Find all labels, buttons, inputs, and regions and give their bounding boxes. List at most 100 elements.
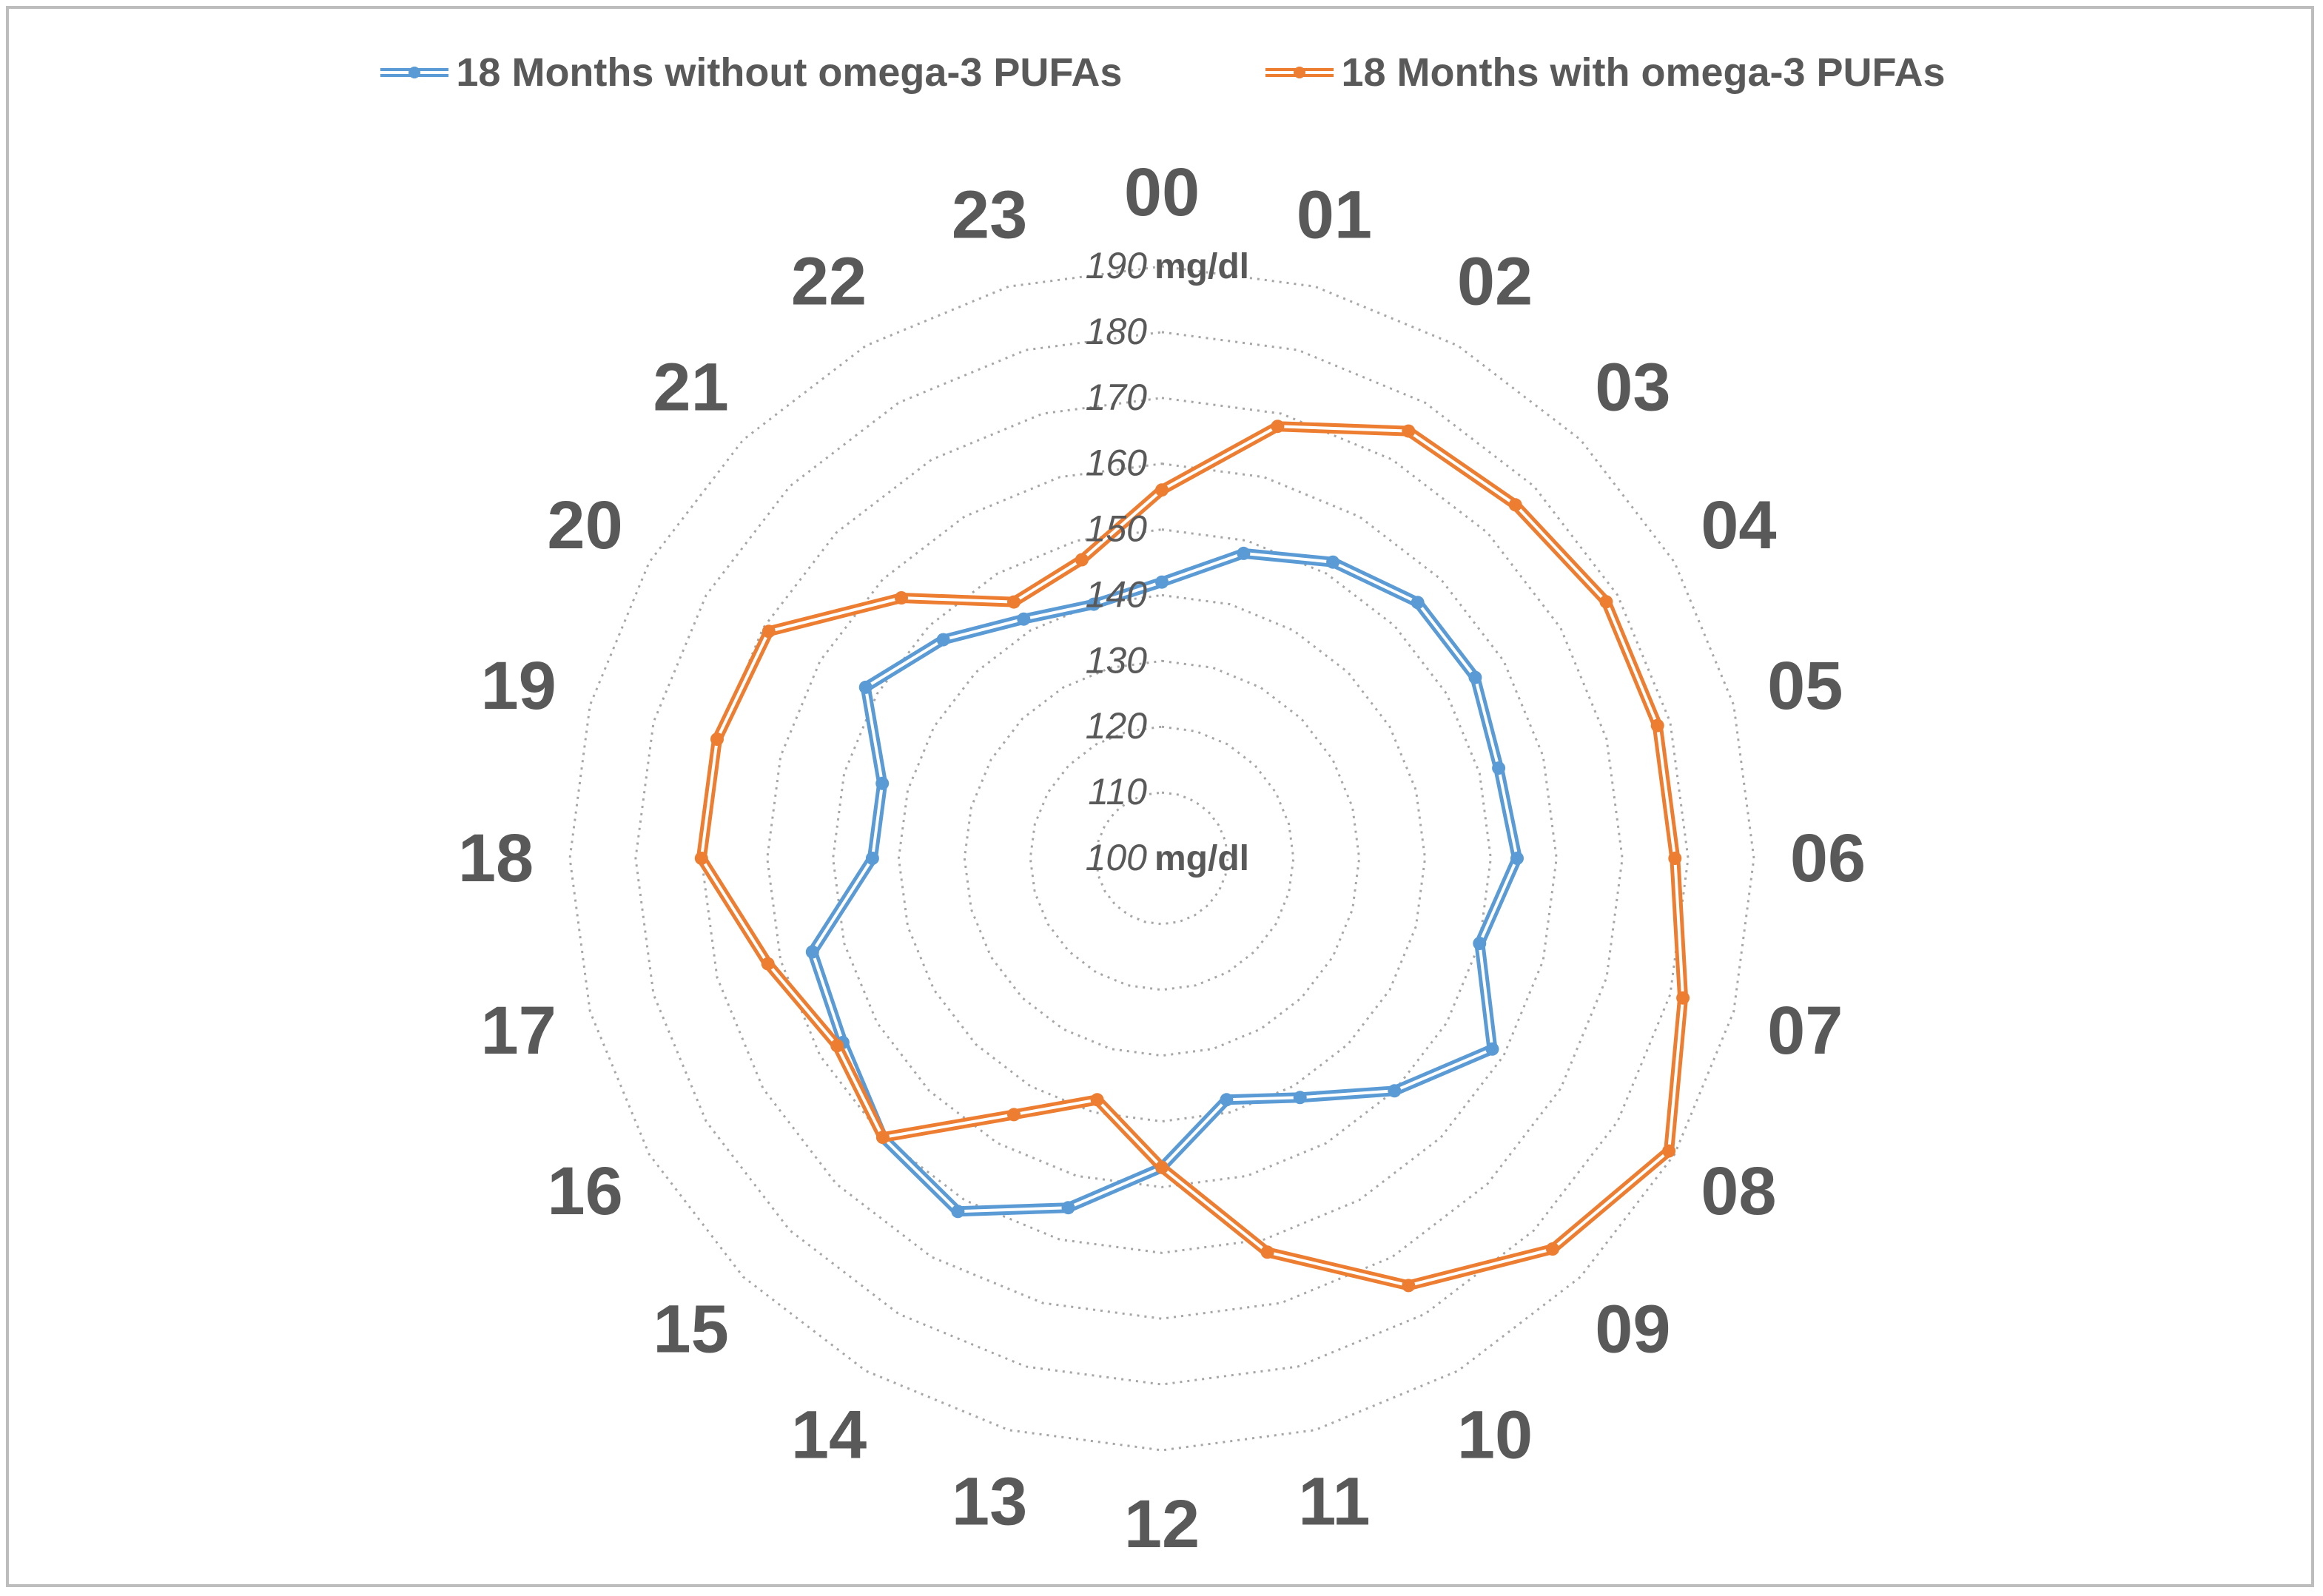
grid-ring-130 [963,659,1361,1057]
hour-label-16: 16 [547,1154,622,1229]
series-0-point-04 [1468,670,1482,684]
hour-label-22: 22 [791,244,867,320]
series-0-point-11 [1220,1093,1234,1107]
series-1-point-08 [1662,1144,1676,1158]
series-1-point-10 [1402,1279,1416,1293]
hour-label-02: 02 [1457,244,1533,320]
series-1-point-20 [762,624,776,639]
series-0-point-21 [936,633,950,647]
series-1-point-22 [1007,595,1021,609]
hour-label-23: 23 [952,178,1027,253]
series-0-point-09 [1388,1084,1402,1098]
series-1-point-00 [1155,483,1169,497]
legend-entry-without: 18 Months without omega-3 PUFAs [377,50,1122,95]
series-1-point-14 [1007,1108,1021,1122]
unit-label-100: mg/dl [1154,839,1249,878]
series-1-point-21 [895,591,908,605]
series-0-point-00 [1155,575,1169,589]
series-0-point-06 [1510,852,1524,865]
tick-label-130: 130 [1086,639,1148,681]
hour-label-04: 04 [1701,488,1776,563]
series-1-point-09 [1546,1242,1559,1256]
hour-label-20: 20 [547,488,622,563]
legend-entry-with: 18 Months with omega-3 PUFAs [1263,50,1946,95]
series-1-point-02 [1402,424,1416,438]
grid-ring-110 [1095,791,1229,926]
series-0-point-08 [1485,1042,1499,1056]
hour-label-10: 10 [1457,1397,1533,1472]
series-0-point-10 [1293,1091,1307,1105]
series-1-point-13 [1090,1093,1104,1107]
series-1-point-23 [1075,553,1089,567]
grid-ring-160 [766,462,1558,1254]
series-1-point-03 [1508,498,1522,512]
series-0-point-22 [1017,612,1031,626]
legend-label-without: 18 Months without omega-3 PUFAs [456,50,1123,95]
series-0-point-17 [805,945,819,959]
series-0-point-19 [875,776,890,790]
tick-label-170: 170 [1086,377,1148,418]
tick-label-140: 140 [1086,573,1148,615]
hour-label-05: 05 [1767,648,1843,724]
series-1-point-15 [875,1131,890,1145]
series-0-point-23 [1087,597,1100,611]
series-1-point-06 [1668,852,1682,865]
hour-label-09: 09 [1595,1291,1670,1367]
series-1-point-19 [710,733,724,746]
hour-label-15: 15 [653,1291,728,1367]
legend-label-with: 18 Months with omega-3 PUFAs [1341,50,1946,95]
hour-label-14: 14 [791,1397,867,1472]
hour-label-12: 12 [1124,1486,1200,1562]
series-0-point-07 [1473,937,1487,950]
hour-label-13: 13 [952,1464,1027,1539]
hour-label-17: 17 [481,993,557,1068]
series-0-point-18 [865,852,879,865]
series-0-point-14 [951,1205,965,1219]
tick-label-120: 120 [1086,705,1148,747]
grid-ring-180 [634,331,1690,1386]
series-0-point-20 [858,680,873,694]
radar-grid [568,265,1755,1452]
series-1-point-12 [1155,1160,1169,1174]
unit-label-190: mg/dl [1154,247,1249,286]
series-1-point-01 [1271,420,1285,434]
hour-labels: 00 01 02 03 04 05 06 07 08 09 10 11 12 13 14 15 16 17 18 19… [458,155,1866,1562]
series-0-point-03 [1411,596,1425,610]
series-1-point-05 [1650,718,1664,733]
tick-label-100: 100 [1086,837,1148,878]
tick-label-160: 160 [1086,442,1148,484]
series-layer [694,420,1690,1293]
series-1-point-11 [1260,1245,1274,1259]
grid-ring-140 [897,593,1427,1123]
series-line-0 [807,548,1522,1217]
hour-label-07: 07 [1767,993,1843,1068]
series-1-point-16 [830,1039,844,1053]
series-1-point-18 [694,852,708,865]
series-0-point-02 [1326,555,1340,569]
hour-label-01: 01 [1297,178,1372,253]
legend-swatch-without [380,67,449,78]
hour-label-06: 06 [1790,821,1866,896]
series-1-point-04 [1599,595,1613,609]
hour-label-03: 03 [1595,350,1670,425]
tick-label-150: 150 [1086,508,1148,550]
tick-label-110: 110 [1088,771,1147,812]
legend-swatch-with [1265,67,1334,78]
legend: 18 Months without omega-3 PUFAs 18 Month… [0,43,2323,102]
hour-label-21: 21 [653,350,728,425]
hour-label-00: 00 [1124,155,1200,230]
series-0-point-01 [1237,546,1251,560]
hour-label-19: 19 [481,648,557,724]
hour-label-11: 11 [1298,1464,1370,1539]
hour-label-18: 18 [458,821,534,896]
hour-label-08: 08 [1701,1154,1776,1229]
series-1-point-07 [1676,991,1690,1005]
series-0-point-05 [1492,761,1506,775]
tick-label-190: 190 [1086,245,1148,286]
tick-label-180: 180 [1086,311,1148,352]
series-0-point-13 [1061,1201,1075,1215]
chart-frame [6,6,2314,1587]
series-1-point-17 [761,957,775,971]
